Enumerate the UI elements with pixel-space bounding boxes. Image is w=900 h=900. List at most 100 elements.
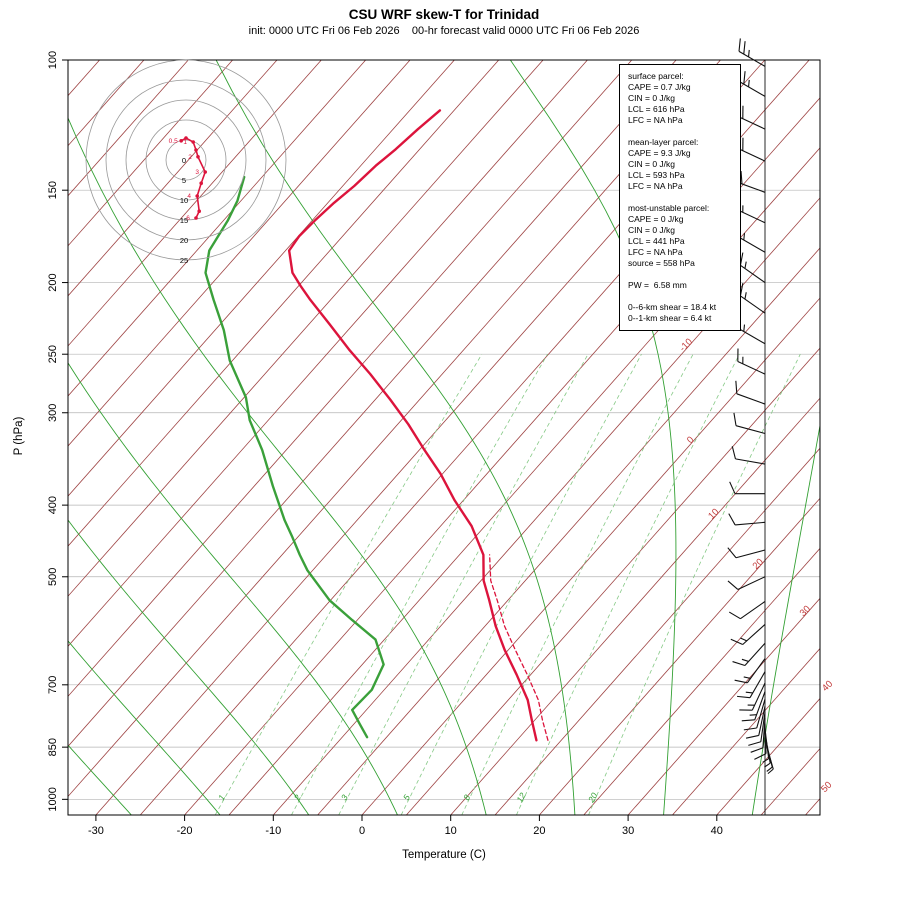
wind-barb <box>737 147 766 162</box>
y-tick-label: 850 <box>47 738 59 756</box>
hodograph-point <box>197 209 201 213</box>
hodograph-point <box>179 139 183 143</box>
info-box-line: surface parcel: <box>628 71 684 81</box>
hodograph-ring-label: 10 <box>180 196 188 205</box>
wind-barb <box>735 521 766 526</box>
axes: -30 -20 -10 0 10 20 30 401001502002503004005007… <box>47 51 723 837</box>
wind-barb <box>737 209 766 224</box>
x-tick-label: -30 <box>88 825 104 837</box>
hodograph-point <box>194 216 198 220</box>
isotherm-label: 0 <box>685 434 697 446</box>
hodograph-height-label: 3 <box>195 169 199 176</box>
mixing-ratio-label: 1 <box>216 793 227 802</box>
temperature-line <box>287 109 538 742</box>
info-box-line <box>628 192 738 203</box>
wind-barb <box>764 740 774 770</box>
wind-barb <box>756 699 766 729</box>
isotherm-label: 30 <box>798 604 813 619</box>
x-tick-label: 20 <box>533 825 545 837</box>
isotherm-label: -10 <box>677 336 694 353</box>
hodograph-ring-label: 25 <box>180 256 188 265</box>
y-tick-label: 300 <box>47 404 59 422</box>
mixing-ratio-label: 2 <box>291 793 303 803</box>
wind-barb <box>740 264 766 284</box>
isotherm-label: 10 <box>706 507 721 522</box>
wind-barb <box>738 50 766 67</box>
hodograph-ring <box>165 139 207 181</box>
hodograph-ring <box>145 119 227 201</box>
chart-subtitle: init: 0000 UTC Fri 06 Feb 2026 00-hr for… <box>248 25 640 37</box>
x-tick-label: 30 <box>622 825 634 837</box>
info-box-line <box>628 291 738 302</box>
y-tick-label: 1000 <box>47 787 59 811</box>
hodograph-point <box>195 194 199 198</box>
wind-barb <box>762 717 766 748</box>
isotherm-label: 50 <box>819 780 834 795</box>
y-tick-label: 200 <box>47 273 59 291</box>
info-box-line: source = 558 hPa <box>628 258 695 268</box>
wind-barb <box>736 393 766 405</box>
info-box-line: 0--1-km shear = 6.4 kt <box>628 313 712 323</box>
x-tick-label: -10 <box>265 825 281 837</box>
y-tick-label: 100 <box>47 51 59 69</box>
mixing-ratio-label: 12 <box>514 791 528 804</box>
y-tick-label: 500 <box>47 568 59 586</box>
wind-barb <box>735 458 766 465</box>
wind-barb <box>740 295 766 314</box>
info-box-line: LFC = NA hPa <box>628 115 683 125</box>
wind-barb <box>735 425 766 435</box>
y-tick-label: 400 <box>47 496 59 514</box>
mixing-ratio-labels: 1 2 3 5 8 12 20 <box>216 791 600 805</box>
hodograph-height-label: 6 <box>186 215 190 222</box>
mixing-ratio-label: 8 <box>461 793 472 802</box>
info-box-line: LCL = 593 hPa <box>628 170 685 180</box>
mixing-ratio-label: 20 <box>586 791 600 805</box>
hodograph-ring <box>125 99 247 221</box>
x-tick-label: 0 <box>359 825 365 837</box>
chart-background <box>68 60 820 815</box>
info-box-line: LFC = NA hPa <box>628 247 683 257</box>
moist-adiabats <box>68 60 820 815</box>
info-box-line: CIN = 0 J/kg <box>628 225 676 235</box>
y-tick-label: 150 <box>47 181 59 199</box>
isotherm-labels: -10 0 10 20 30 40 50 <box>677 336 835 794</box>
wind-barb <box>738 80 766 97</box>
wind-barb <box>737 576 766 590</box>
mixing-ratio-label: 5 <box>401 793 412 802</box>
info-box-line: LCL = 616 hPa <box>628 104 685 114</box>
hodograph-ring-label: 5 <box>182 176 186 185</box>
virtual-temperature-line <box>488 554 549 741</box>
wind-barbs <box>727 38 774 815</box>
hodograph-point <box>191 140 195 144</box>
hodograph-ring-label: 20 <box>180 236 188 245</box>
hodograph-ring <box>105 79 267 241</box>
hodograph-height-label: 1 <box>183 139 187 146</box>
wind-barb <box>758 705 766 736</box>
x-axis-label: Temperature (C) <box>402 849 486 861</box>
y-tick-label: 250 <box>47 345 59 363</box>
isotherm-label: 20 <box>751 557 766 572</box>
hodograph-height-label: 2 <box>188 154 192 161</box>
hodograph-point <box>184 136 188 140</box>
mixing-ratio-lines <box>214 354 801 815</box>
info-box-line: CIN = 0 J/kg <box>628 159 676 169</box>
isotherm-lines <box>68 60 820 815</box>
hodograph-height-label: 4 <box>187 193 191 200</box>
wind-barb <box>760 711 766 742</box>
info-box-line: 0--6-km shear = 18.4 kt <box>628 302 717 312</box>
wind-barb <box>735 549 766 559</box>
info-box-line: CIN = 0 J/kg <box>628 93 676 103</box>
wind-barb <box>737 360 766 375</box>
info-box-line: mean-layer parcel: <box>628 137 699 147</box>
hodograph-point <box>203 170 207 174</box>
wind-barb <box>738 236 766 253</box>
info-box-line: CAPE = 9.3 J/kg <box>628 148 691 158</box>
info-box-line <box>628 269 738 280</box>
wind-barb <box>737 115 766 130</box>
hodograph-ring-label: 0 <box>182 156 186 165</box>
wind-barb <box>746 658 766 684</box>
hodograph-point <box>199 181 203 185</box>
hodograph: 0 5 10 15 20 25 0.5 1 2 3 4 6 <box>85 59 287 265</box>
